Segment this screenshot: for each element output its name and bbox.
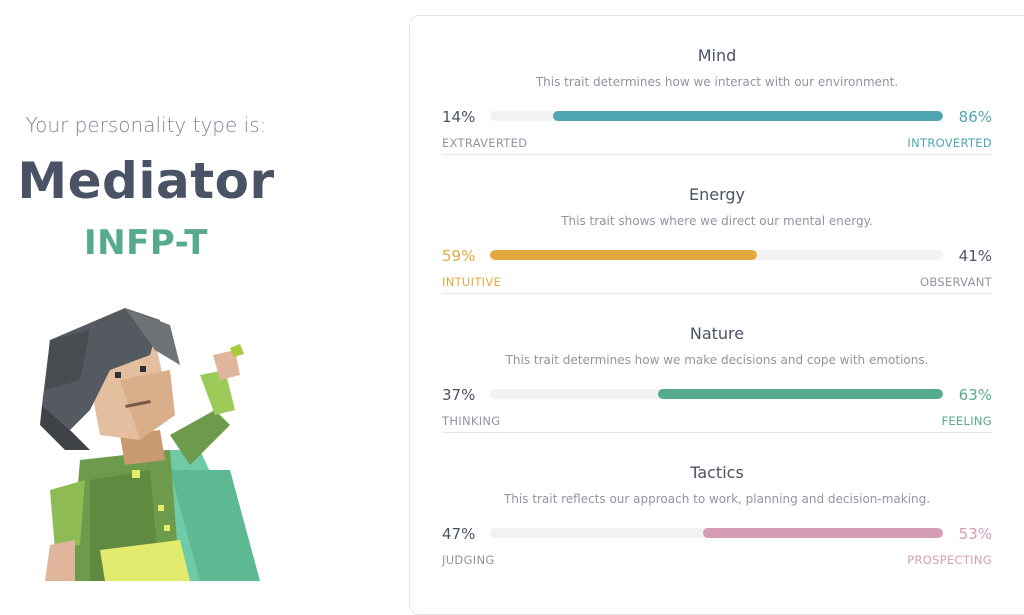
- right-percent: 63%: [958, 386, 992, 404]
- trait-mind: Mind This trait determines how we interac…: [442, 15, 992, 155]
- left-percent: 14%: [442, 108, 476, 126]
- trait-energy: Energy This trait shows where we direct o…: [442, 154, 992, 294]
- type-code: INFP-T: [84, 223, 208, 263]
- left-label: JUDGING: [442, 553, 495, 567]
- left-percent: 37%: [442, 386, 476, 404]
- trait-bar-track: [490, 111, 943, 121]
- type-subtitle: Your personality type is:: [25, 113, 267, 137]
- left-label: EXTRAVERTED: [442, 136, 528, 150]
- right-label: OBSERVANT: [920, 275, 992, 289]
- trait-bar-track: [490, 389, 943, 399]
- right-label: FEELING: [941, 414, 992, 428]
- trait-description: This trait determines how we interact wi…: [535, 75, 899, 89]
- trait-bar-track: [490, 250, 943, 260]
- trait-bar-fill: [490, 250, 758, 260]
- right-percent: 53%: [958, 525, 992, 543]
- trait-description: This trait determines how we make decisi…: [505, 353, 929, 367]
- left-percent: 47%: [442, 525, 476, 543]
- left-percent: 59%: [442, 247, 476, 265]
- right-label: PROSPECTING: [907, 553, 992, 567]
- type-name: Mediator: [17, 152, 275, 210]
- left-label: THINKING: [442, 414, 501, 428]
- trait-bar-fill: [553, 111, 943, 121]
- trait-bar-track: [490, 528, 943, 538]
- trait-title: Energy: [688, 185, 745, 204]
- trait-title: Nature: [689, 324, 745, 343]
- trait-description: This trait reflects our approach to work…: [503, 492, 931, 506]
- mediator-avatar-illustration: [40, 308, 260, 581]
- trait-bar-fill: [702, 528, 943, 538]
- left-label: INTUITIVE: [442, 275, 502, 289]
- trait-nature: Nature This trait determines how we make …: [442, 293, 992, 433]
- trait-title: Tactics: [690, 463, 744, 482]
- trait-bar-fill: [657, 389, 943, 399]
- right-percent: 41%: [958, 247, 992, 265]
- trait-tactics: Tactics This trait reflects our approach …: [442, 432, 992, 571]
- right-label: INTROVERTED: [907, 136, 992, 150]
- personality-summary: Your personality type is: Mediator INFP-…: [0, 0, 300, 581]
- trait-description: This trait shows where we direct our men…: [561, 214, 873, 228]
- trait-title: Mind: [697, 46, 737, 65]
- right-percent: 86%: [958, 108, 992, 126]
